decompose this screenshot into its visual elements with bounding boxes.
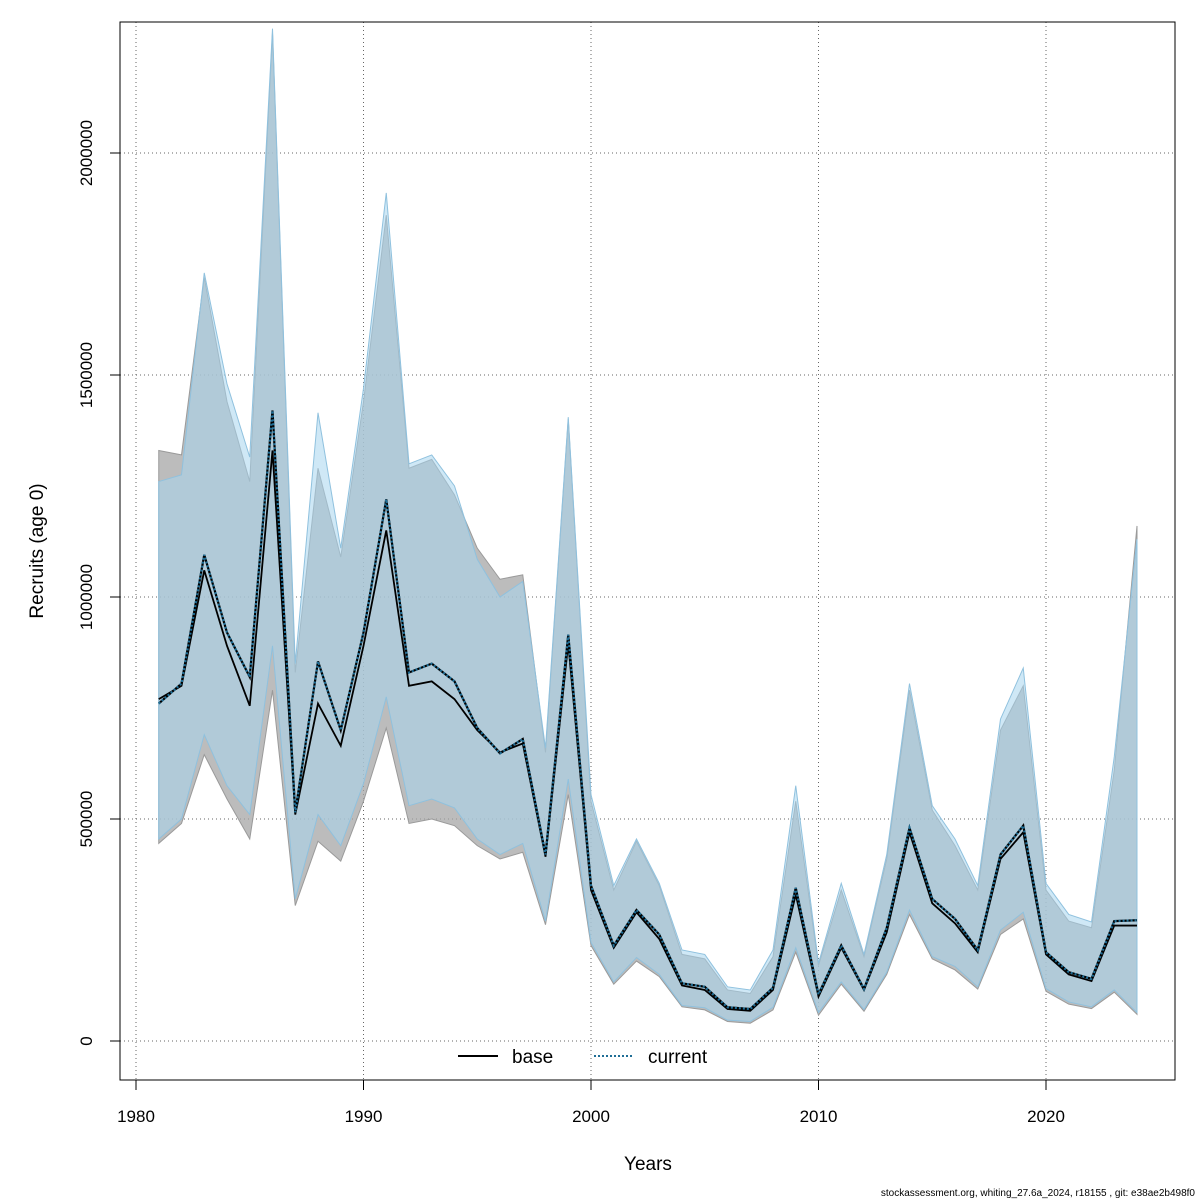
y-tick-label: 1000000 [77,564,96,630]
series-line-current [158,410,1138,1011]
legend-label-current: current [648,1047,708,1068]
x-axis-title: Years [624,1154,672,1175]
axes: 1980 1990 2000 2010 2020 0 500000 1000000 150000… [77,120,1065,1126]
y-tick-label: 0 [77,1036,96,1045]
confidence-bands [158,28,1138,1024]
y-axis-title: Recruits (age 0) [27,483,48,618]
series-lines [158,410,1138,1012]
x-tick-label: 1980 [117,1107,155,1126]
y-tick-label: 2000000 [77,120,96,186]
plot-frame [119,21,1176,1081]
y-tick-label: 1500000 [77,342,96,408]
footer-credit: stockassessment.org, whiting_27.6a_2024,… [881,1188,1196,1199]
x-tick-label: 2010 [800,1107,838,1126]
legend: base current [458,1047,708,1068]
x-tick-label: 2000 [572,1107,610,1126]
confidence-band-current [158,28,1138,1022]
x-tick-label: 1990 [345,1107,383,1126]
legend-label-base: base [512,1047,553,1068]
x-tick-label: 2020 [1027,1107,1065,1126]
y-tick-label: 500000 [77,791,96,848]
series-line-base [158,450,1137,1012]
